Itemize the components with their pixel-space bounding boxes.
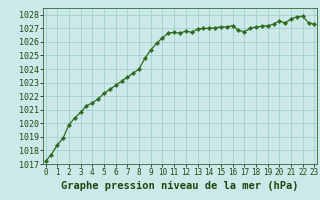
X-axis label: Graphe pression niveau de la mer (hPa): Graphe pression niveau de la mer (hPa) — [61, 181, 299, 191]
